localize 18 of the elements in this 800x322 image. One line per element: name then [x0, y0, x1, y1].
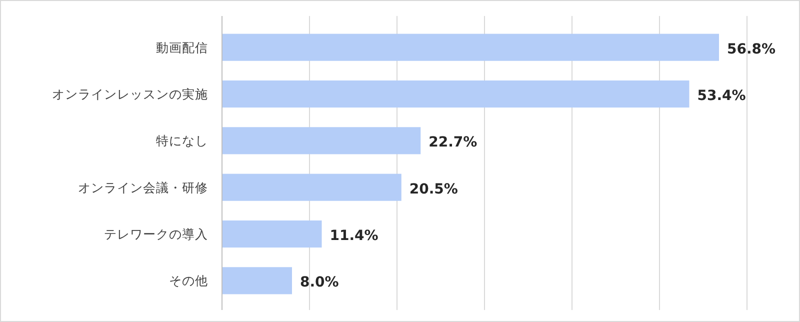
bar: [222, 220, 322, 248]
data-label: 8.0%: [300, 274, 339, 291]
y-tick-label: オンライン会議・研修: [78, 180, 208, 195]
data-label: 22.7%: [428, 134, 478, 151]
y-tick-label: テレワークの導入: [104, 226, 208, 242]
y-tick-label: オンラインレッスンの実施: [52, 86, 208, 102]
data-label: 11.4%: [330, 228, 378, 244]
bar: [222, 80, 690, 108]
y-tick-label: 動画配信: [156, 40, 208, 55]
bar: [222, 267, 292, 294]
y-tick-label: その他: [169, 273, 208, 288]
bar: [222, 174, 402, 201]
data-label: 56.8%: [727, 41, 776, 58]
data-label: 53.4%: [697, 88, 746, 104]
bar: [222, 127, 421, 154]
bar: [222, 34, 719, 61]
data-label: 20.5%: [409, 181, 458, 198]
y-tick-label: 特になし: [156, 133, 208, 148]
